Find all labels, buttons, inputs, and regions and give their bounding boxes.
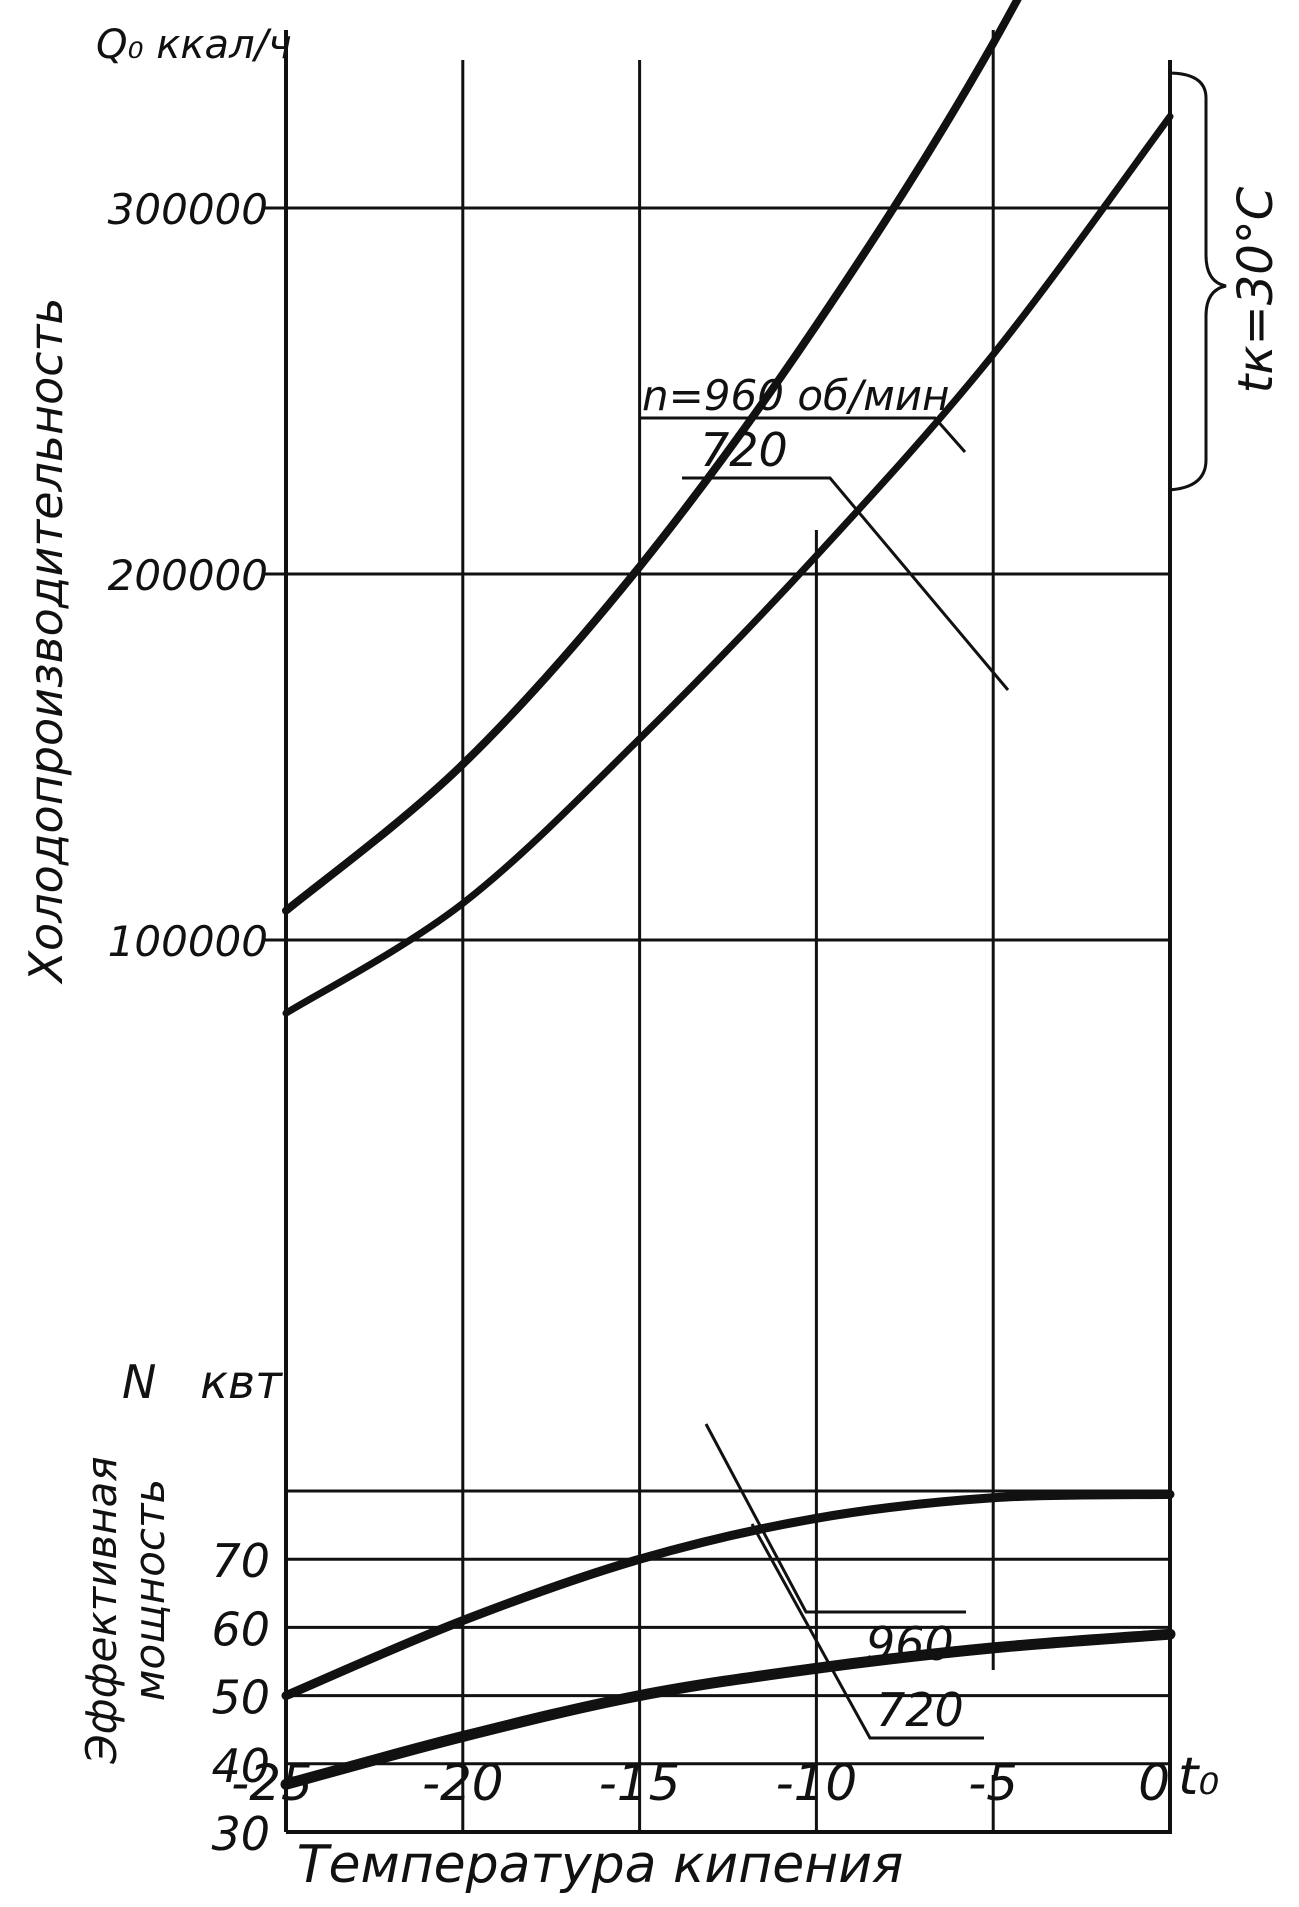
n-tick-label: 40: [211, 1739, 270, 1793]
series-label-960-bottom: 960: [866, 1617, 954, 1671]
grid-lines: [262, 30, 1172, 1832]
x-tick-label: -10: [776, 1754, 858, 1812]
series-label-720-top: 720: [700, 423, 788, 477]
n-series-720: [280, 1628, 1176, 1790]
n-axis-title-line1: Эффективная: [77, 1456, 126, 1764]
series-curves: [280, 0, 1176, 1790]
leader-960-top: [640, 416, 967, 453]
q-axis-title: Холодопроизводительность: [19, 298, 73, 985]
x-tick-label: -5: [968, 1754, 1018, 1812]
tk-annotation: tк=30°C: [1228, 186, 1284, 393]
tick-labels: -25-20-15-10-501000002000003000004000003…: [108, 185, 1170, 1861]
series-label-720-bottom: 720: [876, 1683, 964, 1737]
x-tick-label: -25: [231, 1754, 313, 1812]
x-tick-label: 0: [1138, 1754, 1170, 1812]
leader-960-bottom: [704, 1423, 966, 1614]
tk-brace: [1167, 71, 1227, 492]
series-label-960-top: n=960 об/мин: [642, 371, 950, 420]
n-tick-label: 30: [211, 1807, 270, 1861]
n-tick-label: 70: [211, 1534, 270, 1588]
q-unit-label: Q₀ ккал/ч: [96, 22, 292, 68]
q-series-960: [282, 0, 1022, 915]
n-tick-label: 50: [211, 1671, 270, 1725]
n-tick-label: 60: [211, 1602, 270, 1656]
q-tick-label: 200000: [108, 551, 268, 600]
x-axis-title: Температура кипения: [297, 1835, 904, 1895]
x-tick-label: -20: [422, 1754, 504, 1812]
x-tick-label: -15: [599, 1754, 681, 1812]
x-axis-unit: t₀: [1178, 1747, 1219, 1807]
q-tick-label: 100000: [108, 917, 268, 966]
n-axis-title-line2: мощность: [125, 1479, 174, 1701]
q-tick-label: 300000: [108, 185, 268, 234]
n-unit-label: N квт: [122, 1355, 283, 1409]
q-series-720: [282, 113, 1174, 1017]
label-leaders: [640, 416, 1010, 1740]
plot-frame: [284, 30, 1172, 1834]
n-series-960: [281, 1489, 1175, 1701]
leader-720-bottom: [750, 1523, 984, 1740]
leader-720-top: [682, 476, 1010, 691]
